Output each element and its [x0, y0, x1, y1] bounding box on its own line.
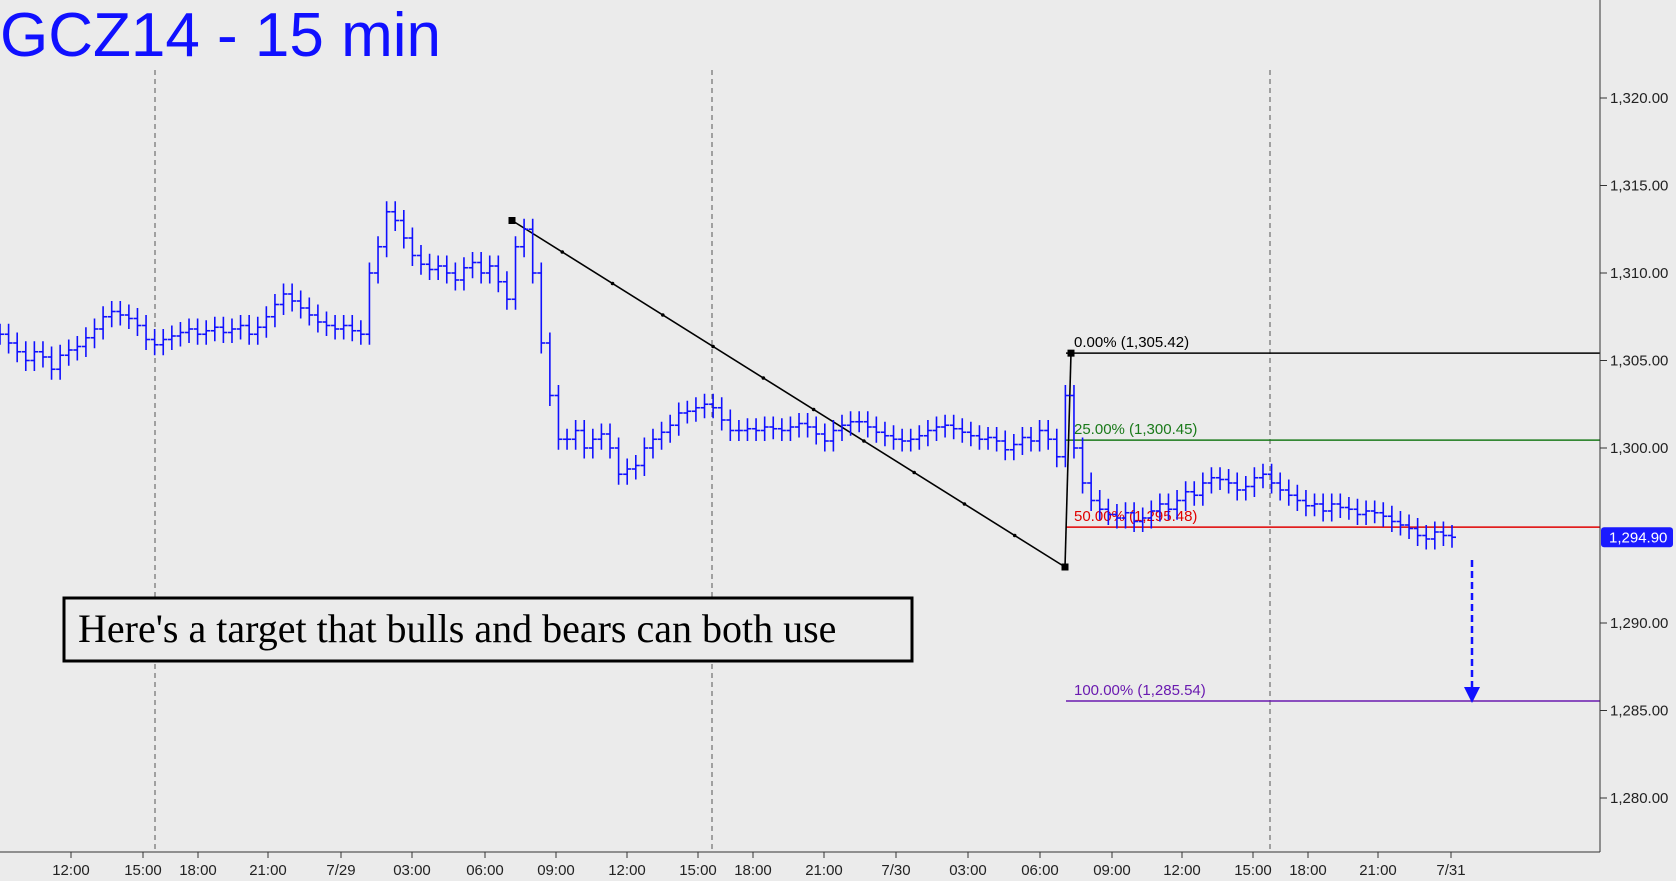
- x-tick-label: 7/30: [881, 862, 910, 879]
- annotation-box: Here's a target that bulls and bears can…: [62, 596, 914, 663]
- annotation-text: Here's a target that bulls and bears can…: [78, 606, 836, 651]
- x-tick-label: 7/31: [1436, 862, 1465, 879]
- y-tick-label: 1,315.00: [1610, 178, 1668, 195]
- price-series: [0, 201, 1456, 550]
- x-tick-label: 21:00: [805, 862, 843, 879]
- x-tick-label: 7/29: [326, 862, 355, 879]
- trendline-marker: [1012, 533, 1017, 538]
- trendline-marker: [912, 470, 916, 475]
- trendline-marker: [862, 439, 866, 443]
- trendline-anchor: [1067, 349, 1075, 357]
- last-price-label: 1,294.90: [1609, 529, 1667, 546]
- x-tick-label: 03:00: [393, 862, 431, 879]
- x-tick-label: 15:00: [679, 862, 717, 879]
- trendline-marker: [962, 502, 967, 506]
- x-tick-label: 18:00: [734, 862, 772, 879]
- spike-trendline: [1064, 353, 1072, 568]
- x-tick-label: 09:00: [1093, 862, 1131, 879]
- x-tick-label: 21:00: [1359, 862, 1397, 879]
- x-tick-label: 15:00: [1234, 862, 1272, 879]
- y-tick-label: 1,320.00: [1610, 90, 1668, 107]
- trendline-marker: [711, 344, 715, 349]
- x-tick-label: 18:00: [1289, 862, 1327, 879]
- x-tick-label: 12:00: [52, 862, 90, 879]
- fib-level-label: 0.00% (1,305.42): [1074, 334, 1189, 351]
- x-tick-label: 09:00: [537, 862, 575, 879]
- trendline-marker: [560, 250, 565, 254]
- decline-trendline: [511, 219, 1066, 568]
- target-arrow: [1464, 560, 1480, 704]
- chart-title: GCZ14 - 15 min: [0, 1, 441, 70]
- session-dividers: [154, 70, 1271, 852]
- time-axis: 12:00 15:00 18:00 21:00 7/29 03:00 06:00 09:00 1…: [52, 852, 1466, 879]
- y-tick-label: 1,300.00: [1610, 440, 1668, 457]
- trendline-anchor: [508, 217, 516, 224]
- target-arrow-head: [1464, 687, 1480, 704]
- fibonacci-levels: 0.00% (1,305.42) 25.00% (1,300.45) 50.00% …: [1066, 334, 1600, 702]
- y-tick-label: 1,280.00: [1610, 790, 1668, 807]
- x-tick-label: 12:00: [608, 862, 646, 879]
- trendline-marker: [811, 407, 816, 412]
- x-tick-label: 06:00: [466, 862, 504, 879]
- y-tick-label: 1,285.00: [1610, 703, 1668, 720]
- trendline-marker: [661, 313, 665, 317]
- trendline-marker: [761, 376, 766, 380]
- y-tick-label: 1,310.00: [1610, 265, 1668, 282]
- fib-level-label: 25.00% (1,300.45): [1074, 421, 1197, 438]
- x-tick-label: 15:00: [124, 862, 162, 879]
- y-tick-label: 1,305.00: [1610, 353, 1668, 370]
- x-tick-label: 06:00: [1021, 862, 1059, 879]
- drawn-trendlines: [508, 217, 1075, 571]
- fib-level-label: 100.00% (1,285.54): [1074, 682, 1206, 699]
- y-tick-label: 1,290.00: [1610, 615, 1668, 632]
- last-price-box: [1601, 527, 1673, 548]
- x-tick-label: 03:00: [949, 862, 987, 879]
- trendline-marker: [610, 281, 615, 286]
- x-tick-label: 21:00: [249, 862, 287, 879]
- last-price-tag: 1,294.90: [1601, 527, 1673, 548]
- price-axis: 1,320.00 1,315.00 1,310.00 1,305.00 1,300.00…: [1600, 90, 1668, 807]
- annotation-border: [62, 596, 914, 663]
- trendline-anchor: [1061, 563, 1069, 571]
- fib-level-label: 50.00% (1,295.48): [1074, 508, 1197, 525]
- x-tick-label: 18:00: [179, 862, 217, 879]
- x-tick-label: 12:00: [1163, 862, 1201, 879]
